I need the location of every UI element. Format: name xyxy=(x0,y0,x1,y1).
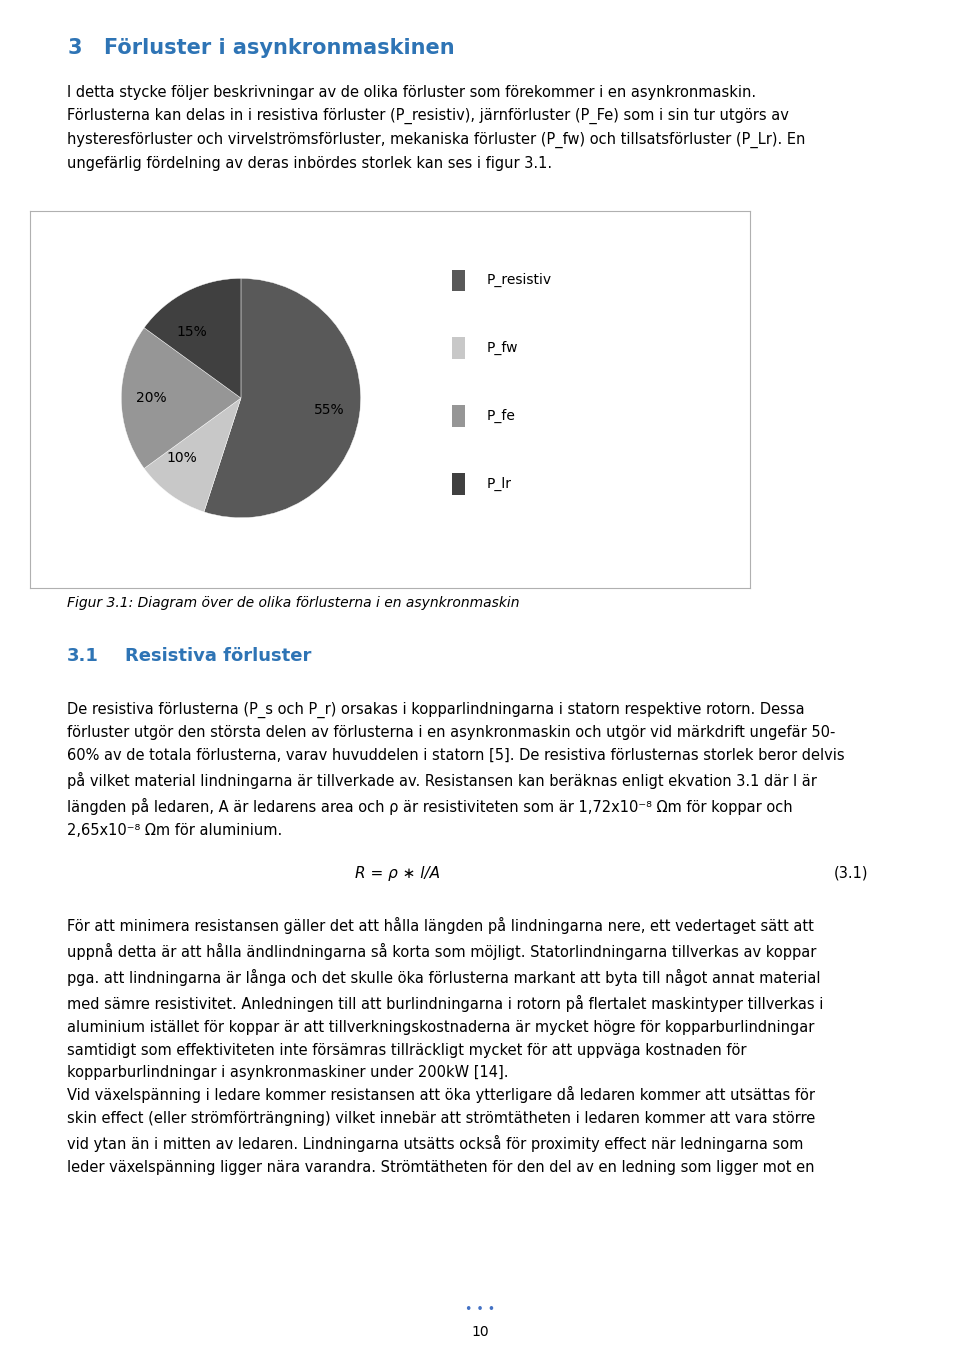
Text: 15%: 15% xyxy=(177,325,207,338)
Text: Vid växelspänning i ledare kommer resistansen att öka ytterligare då ledaren kom: Vid växelspänning i ledare kommer resist… xyxy=(67,1086,815,1175)
Text: R = ρ ∗ l/A: R = ρ ∗ l/A xyxy=(355,865,440,881)
Text: 3: 3 xyxy=(67,38,82,58)
Text: 55%: 55% xyxy=(314,402,345,417)
Bar xyxy=(452,269,466,291)
Text: • • •: • • • xyxy=(465,1303,495,1316)
Bar xyxy=(452,405,466,427)
Text: 10%: 10% xyxy=(167,451,198,466)
Text: 3.1: 3.1 xyxy=(67,647,99,665)
Text: P_resistiv: P_resistiv xyxy=(487,274,552,287)
Wedge shape xyxy=(144,279,241,398)
Text: (3.1): (3.1) xyxy=(833,865,868,881)
Wedge shape xyxy=(121,328,241,468)
Text: P_fw: P_fw xyxy=(487,341,518,355)
Text: Förluster i asynkronmaskinen: Förluster i asynkronmaskinen xyxy=(105,38,455,58)
Bar xyxy=(452,474,466,494)
Text: 10: 10 xyxy=(471,1326,489,1339)
Text: För att minimera resistansen gäller det att hålla längden på lindningarna nere, : För att minimera resistansen gäller det … xyxy=(67,917,824,1080)
Wedge shape xyxy=(144,398,241,512)
Bar xyxy=(452,337,466,359)
Text: Resistiva förluster: Resistiva förluster xyxy=(125,647,311,665)
Text: P_lr: P_lr xyxy=(487,477,512,492)
Wedge shape xyxy=(204,279,361,517)
Text: P_fe: P_fe xyxy=(487,409,516,424)
Text: I detta stycke följer beskrivningar av de olika förluster som förekommer i en as: I detta stycke följer beskrivningar av d… xyxy=(67,85,805,171)
Text: Figur 3.1: Diagram över de olika förlusterna i en asynkronmaskin: Figur 3.1: Diagram över de olika förlust… xyxy=(67,596,519,609)
Text: 20%: 20% xyxy=(136,391,167,405)
Text: De resistiva förlusterna (P_s och P_r) orsakas i kopparlindningarna i statorn re: De resistiva förlusterna (P_s och P_r) o… xyxy=(67,701,845,838)
